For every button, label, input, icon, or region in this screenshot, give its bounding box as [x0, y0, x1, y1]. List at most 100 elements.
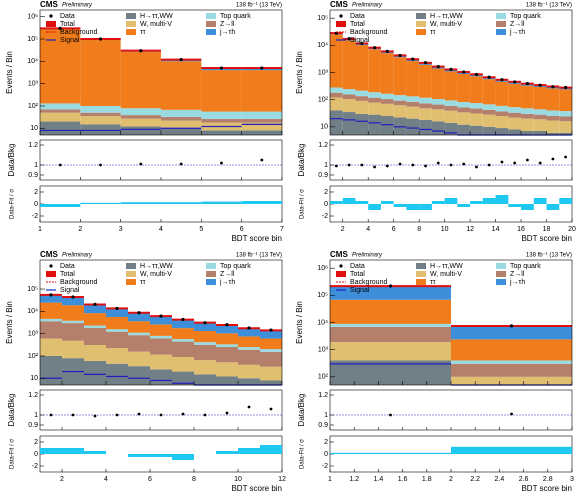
stack-bar	[84, 345, 106, 361]
y-tick-label: 10	[320, 124, 328, 131]
legend-swatch	[496, 263, 506, 269]
stack-bar	[457, 73, 471, 103]
pull-bar	[470, 201, 483, 204]
ratio-point	[487, 163, 491, 167]
pull-bar	[393, 204, 407, 207]
stack-bar	[368, 97, 381, 103]
stack-bar	[330, 323, 451, 327]
stack-bar	[201, 70, 242, 112]
stack-bar	[194, 374, 216, 385]
ratio-tick-label: 0.9	[318, 422, 328, 429]
stack-bar	[431, 109, 445, 122]
stack-bar	[444, 122, 458, 135]
stack-bar	[106, 329, 128, 332]
stack-bar	[40, 121, 81, 135]
legend-total-swatch	[336, 271, 346, 277]
stack-bar	[546, 120, 560, 133]
legend-label: Total	[60, 21, 75, 28]
ratio-point	[513, 161, 517, 165]
stack-bar	[470, 103, 483, 109]
legend-label: j→τh	[219, 29, 235, 36]
ratio-point	[179, 162, 183, 166]
stack-bar	[330, 326, 451, 343]
ratio-point	[203, 413, 207, 417]
x-tick-label: 2	[60, 476, 64, 483]
x-tick-label: 2.8	[543, 476, 553, 483]
data-point	[449, 67, 453, 72]
y-tick-label: 10⁵	[27, 286, 38, 293]
stack-bar	[559, 111, 572, 117]
pull-bar	[330, 452, 451, 454]
ratio-point	[373, 165, 376, 169]
data-point	[436, 64, 440, 69]
pull-bar	[201, 201, 242, 204]
legend-label: Top quark	[220, 13, 251, 20]
pull-tick-label: -2	[322, 463, 328, 470]
stack-bar	[201, 111, 242, 120]
ratio-point	[334, 164, 338, 168]
stack-bar	[120, 118, 161, 127]
legend-total-swatch	[336, 21, 346, 27]
data-point	[269, 328, 273, 332]
legend-data-marker	[49, 264, 53, 268]
x-tick-label: 2	[449, 476, 453, 483]
stack-bar	[150, 316, 172, 325]
pull-axis-label: Data-Fit / σ	[10, 189, 16, 219]
pull-bar	[355, 201, 369, 204]
stack-bar	[419, 103, 432, 109]
stack-bar	[238, 378, 260, 385]
data-point	[509, 324, 514, 328]
ratio-point	[385, 164, 389, 168]
pull-axis-label: Data-Fit / σ	[10, 439, 16, 469]
x-tick-label: 20	[568, 226, 576, 233]
stack-bar	[431, 68, 445, 99]
stack-bar	[355, 45, 369, 91]
stack-bar	[161, 109, 202, 118]
legend-label: Signal	[350, 37, 370, 44]
legend-swatch	[206, 279, 216, 285]
stack-bar	[546, 110, 560, 117]
lumi-label: 138 fb⁻¹ (13 TeV)	[526, 253, 572, 259]
stack-bar	[80, 40, 121, 106]
legend-label: H→ττ,WW	[430, 13, 463, 20]
x-tick-label: 2	[78, 226, 82, 233]
pull-tick-label: 2	[324, 439, 328, 446]
x-tick-label: 2.2	[470, 476, 480, 483]
stack-bar	[40, 338, 62, 356]
stack-bar	[470, 113, 483, 126]
data-point	[98, 37, 103, 41]
stack-bar	[84, 360, 106, 385]
legend-label: Z→ll	[220, 271, 235, 278]
x-tick-label: 3	[119, 226, 123, 233]
cms-label: CMS	[330, 0, 348, 9]
stack-bar	[508, 107, 522, 113]
pull-bar	[431, 201, 445, 204]
stack-bar	[172, 371, 194, 385]
pull-bar	[406, 204, 420, 210]
ratio-axis-label: Data/Bkg	[297, 394, 306, 427]
legend-swatch	[416, 29, 426, 35]
stack-bar	[330, 342, 451, 361]
pull-bar	[241, 201, 282, 204]
stack-bar	[106, 308, 128, 318]
stack-bar	[355, 96, 369, 101]
stack-bar	[495, 81, 509, 106]
stack-bar	[368, 49, 381, 93]
stack-bar	[482, 114, 496, 127]
x-tick-label: 1	[38, 226, 42, 233]
data-point	[93, 302, 97, 306]
x-tick-label: 18	[543, 226, 551, 233]
y-tick-label: 10⁴	[27, 308, 38, 315]
stack-bar	[521, 113, 534, 119]
ratio-point	[247, 405, 251, 409]
stack-bar	[546, 116, 560, 121]
stack-bar	[342, 40, 356, 90]
stack-bar	[40, 318, 62, 322]
cms-label: CMS	[330, 250, 348, 259]
ratio-point	[58, 163, 62, 167]
stack-bar	[161, 117, 202, 121]
data-point	[115, 306, 119, 311]
legend-label: Z→ll	[220, 21, 235, 28]
stack-bar	[508, 83, 522, 108]
